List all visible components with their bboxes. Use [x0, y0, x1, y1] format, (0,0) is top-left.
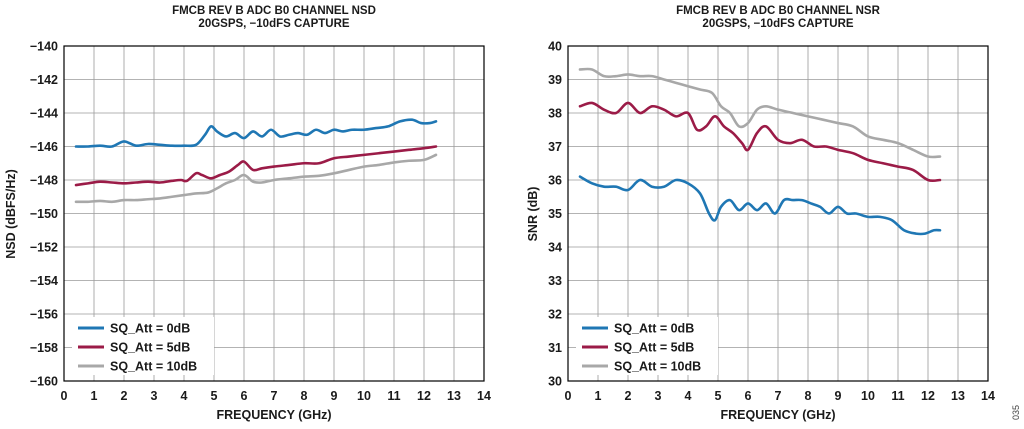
nsr-x-tick-label: 5	[715, 389, 722, 403]
nsr-x-tick-label: 8	[805, 389, 812, 403]
nsd-x-tick-label: 2	[121, 389, 128, 403]
nsr-x-tick-label: 12	[921, 389, 935, 403]
nsr-x-tick-label: 6	[745, 389, 752, 403]
nsr-legend-label: SQ_Att = 10dB	[614, 360, 701, 374]
nsr-y-tick-label: 34	[548, 241, 562, 255]
nsd-y-tick-label: −150	[30, 207, 58, 221]
nsd-legend: SQ_Att = 0dB SQ_Att = 5dB SQ_Att = 10dB	[78, 322, 197, 374]
nsd-y-tick-label: −146	[30, 140, 58, 154]
nsr-x-tick-label: 3	[655, 389, 662, 403]
nsr-x-tick-label: 9	[835, 389, 842, 403]
nsd-chart: FMCB REV B ADC B0 CHANNEL NSD 20GSPS, −1…	[4, 5, 491, 422]
nsr-x-tick-label: 1	[595, 389, 602, 403]
nsd-x-tick-label: 10	[357, 389, 371, 403]
nsd-y-axis-label: NSD (dBFS/Hz)	[4, 169, 18, 259]
nsr-y-tick-label: 38	[548, 107, 562, 121]
nsd-series-line-1	[74, 145, 438, 187]
nsr-y-tick-label: 32	[548, 308, 562, 322]
nsr-x-tick-label: 0	[565, 389, 572, 403]
nsr-series-line-2	[578, 67, 942, 159]
nsd-y-tick-label: −156	[30, 308, 58, 322]
nsd-grid	[64, 46, 484, 381]
nsr-y-tick-label: 37	[548, 140, 562, 154]
nsd-x-axis-label: FREQUENCY (GHz)	[216, 408, 331, 422]
nsr-series-line-0	[578, 175, 942, 236]
nsd-x-tick-label: 4	[181, 389, 188, 403]
nsr-x-tick-label: 4	[685, 389, 692, 403]
nsd-x-tick-label: 7	[271, 389, 278, 403]
nsr-y-tick-label: 40	[548, 40, 562, 54]
figure-id-label: 035	[1011, 405, 1021, 420]
nsr-chart-subtitle: 20GSPS, −10dFS CAPTURE	[702, 18, 853, 30]
nsd-x-tick-label: 12	[417, 389, 431, 403]
nsd-legend-label: SQ_Att = 0dB	[110, 322, 190, 336]
nsr-x-tick-label: 10	[861, 389, 875, 403]
nsd-chart-title: FMCB REV B ADC B0 CHANNEL NSD	[172, 5, 376, 17]
nsd-x-tick-label: 8	[301, 389, 308, 403]
nsd-y-tick-label: −160	[30, 375, 58, 389]
nsr-chart: FMCB REV B ADC B0 CHANNEL NSR 20GSPS, −1…	[526, 5, 995, 422]
nsd-series-line-0	[74, 118, 438, 148]
nsr-x-tick-label: 14	[981, 389, 995, 403]
nsr-y-tick-labels: 30 31 32 33 34 35 36 37 38 39 40	[548, 40, 562, 389]
nsd-y-tick-label: −154	[30, 274, 58, 288]
nsr-y-tick-label: 39	[548, 73, 562, 87]
nsr-y-tick-label: 35	[548, 207, 562, 221]
nsd-y-tick-label: −152	[30, 241, 58, 255]
nsr-series	[578, 67, 942, 236]
nsd-x-tick-labels: 0 1 2 3 4 5 6 7 8 9 10 11 12 13 14	[61, 389, 491, 403]
nsr-series-line-1	[578, 101, 942, 183]
nsr-y-axis-label: SNR (dB)	[526, 187, 540, 242]
nsd-x-tick-label: 3	[151, 389, 158, 403]
nsd-x-tick-label: 1	[91, 389, 98, 403]
nsd-legend-label: SQ_Att = 5dB	[110, 341, 190, 355]
nsd-y-tick-label: −148	[30, 174, 58, 188]
nsr-y-tick-label: 30	[548, 375, 562, 389]
nsr-chart-title: FMCB REV B ADC B0 CHANNEL NSR	[676, 5, 881, 17]
nsr-y-tick-label: 36	[548, 174, 562, 188]
nsr-legend-label: SQ_Att = 0dB	[614, 322, 694, 336]
nsd-x-tick-label: 0	[61, 389, 68, 403]
nsd-y-tick-label: −158	[30, 341, 58, 355]
nsd-x-tick-label: 5	[211, 389, 218, 403]
nsd-x-tick-label: 6	[241, 389, 248, 403]
nsr-x-tick-labels: 0 1 2 3 4 5 6 7 8 9 10 11 12 13 14	[565, 389, 995, 403]
nsr-plot-frame	[567, 45, 989, 382]
nsr-x-tick-label: 2	[625, 389, 632, 403]
nsr-y-tick-label: 31	[548, 341, 562, 355]
nsr-legend: SQ_Att = 0dB SQ_Att = 5dB SQ_Att = 10dB	[582, 322, 701, 374]
nsd-legend-label: SQ_Att = 10dB	[110, 360, 197, 374]
nsr-y-tick-label: 33	[548, 274, 562, 288]
nsr-x-tick-label: 7	[775, 389, 782, 403]
nsr-x-axis-label: FREQUENCY (GHz)	[720, 408, 835, 422]
nsd-y-tick-label: −142	[30, 73, 58, 87]
nsd-x-tick-label: 13	[447, 389, 461, 403]
nsd-x-tick-label: 11	[387, 389, 400, 403]
nsd-series-line-2	[74, 153, 438, 204]
nsr-legend-label: SQ_Att = 5dB	[614, 341, 694, 355]
nsd-y-tick-labels: −160 −158 −156 −154 −152 −150 −148 −146 −144 −142…	[30, 40, 58, 389]
nsd-y-tick-label: −144	[30, 107, 58, 121]
nsr-x-tick-label: 11	[891, 389, 904, 403]
nsd-chart-subtitle: 20GSPS, −10dFS CAPTURE	[198, 18, 349, 30]
nsd-series	[74, 118, 438, 204]
nsd-x-tick-label: 14	[477, 389, 491, 403]
nsd-y-tick-label: −140	[30, 40, 58, 54]
nsr-x-tick-label: 13	[951, 389, 965, 403]
nsd-plot-frame	[63, 45, 485, 382]
nsd-x-tick-label: 9	[331, 389, 338, 403]
